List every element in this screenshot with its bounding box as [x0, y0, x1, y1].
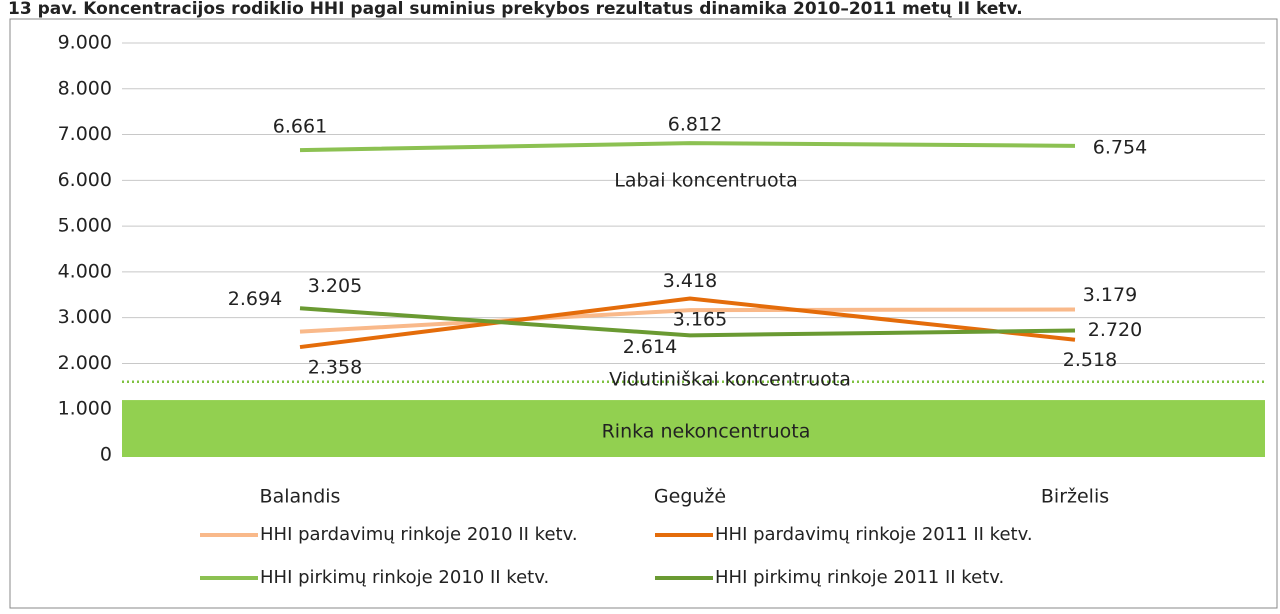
data-label: 3.165	[673, 309, 727, 331]
data-label: 2.358	[308, 357, 362, 379]
data-label: 3.418	[663, 270, 717, 292]
y-tick-label: 2.000	[58, 352, 112, 374]
data-label: 6.754	[1093, 136, 1147, 158]
y-tick-label: 5.000	[58, 215, 112, 237]
series-line	[299, 307, 1076, 334]
y-tick-label: 1.000	[58, 398, 112, 420]
y-tick-label: 9.000	[58, 32, 112, 54]
legend-label: HHI pirkimų rinkoje 2011 II ketv.	[715, 567, 1004, 588]
legend-label: HHI pardavimų rinkoje 2011 II ketv.	[715, 524, 1033, 545]
zone-label: Rinka nekoncentruota	[602, 421, 811, 443]
x-tick-label: Gegužė	[654, 486, 726, 508]
legend-label: HHI pirkimų rinkoje 2010 II ketv.	[260, 567, 549, 588]
zone-label: Vidutiniškai koncentruota	[609, 369, 851, 391]
x-tick-label: Balandis	[260, 486, 341, 508]
data-label: 3.205	[308, 275, 362, 297]
chart-title: 13 pav. Koncentracijos rodiklio HHI paga…	[8, 0, 1023, 19]
low-zone	[122, 400, 1265, 457]
data-label: 3.179	[1083, 284, 1137, 306]
y-tick-label: 0	[100, 444, 112, 466]
series-line	[299, 296, 1076, 350]
data-label: 2.614	[623, 336, 677, 358]
x-tick-label: Birželis	[1041, 486, 1109, 508]
y-tick-label: 8.000	[58, 77, 112, 99]
data-label: 6.812	[668, 114, 722, 136]
data-label: 6.661	[273, 116, 327, 138]
data-label: 2.720	[1088, 319, 1142, 341]
y-tick-label: 7.000	[58, 123, 112, 145]
zone-label: Labai koncentruota	[614, 170, 797, 192]
legend-label: HHI pardavimų rinkoje 2010 II ketv.	[260, 524, 578, 545]
series-line	[299, 141, 1076, 153]
series-line	[299, 306, 1076, 338]
y-tick-label: 3.000	[58, 306, 112, 328]
y-tick-label: 4.000	[58, 260, 112, 282]
data-label: 2.694	[228, 288, 282, 310]
data-label: 2.518	[1063, 349, 1117, 371]
y-tick-label: 6.000	[58, 169, 112, 191]
